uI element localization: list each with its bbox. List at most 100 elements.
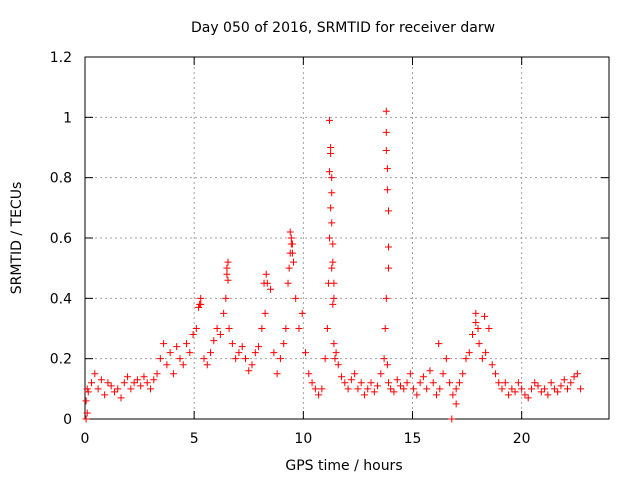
data-point (311, 385, 319, 393)
data-point (436, 385, 444, 393)
data-point (382, 147, 390, 155)
data-point (286, 228, 294, 236)
data-point (222, 294, 230, 302)
data-point (534, 382, 542, 390)
data-point (284, 279, 292, 287)
data-point (495, 379, 503, 387)
data-point (387, 385, 395, 393)
data-point (82, 397, 90, 405)
data-point (554, 388, 562, 396)
data-point (223, 270, 231, 278)
data-point (485, 325, 493, 332)
data-point (557, 382, 565, 390)
data-point (541, 385, 549, 393)
data-point (273, 370, 281, 378)
data-point (133, 376, 141, 384)
grid-lines (85, 57, 609, 419)
data-point (547, 379, 555, 387)
data-point (110, 388, 118, 396)
data-point (176, 355, 184, 363)
data-point (251, 349, 259, 357)
data-point (449, 391, 457, 399)
data-point (332, 349, 340, 357)
data-point (435, 340, 443, 348)
data-point (156, 355, 164, 363)
data-point (245, 367, 253, 375)
data-point (330, 279, 338, 287)
data-point (140, 373, 148, 381)
data-point (338, 373, 346, 381)
y-axis-label: SRMTID / TECUs (9, 182, 25, 295)
data-point (488, 361, 496, 369)
data-point (448, 415, 456, 423)
data-point (107, 382, 115, 390)
data-point (186, 349, 194, 357)
data-points (82, 107, 585, 423)
data-point (160, 340, 168, 348)
data-point (446, 379, 454, 387)
data-point (210, 337, 218, 345)
data-point (328, 264, 336, 272)
x-tick-label: 5 (190, 431, 199, 447)
data-point (384, 207, 392, 215)
data-point (241, 355, 249, 363)
data-point (220, 309, 228, 317)
data-point (228, 340, 236, 348)
data-point (328, 174, 336, 182)
data-point (544, 391, 552, 399)
data-point (288, 249, 296, 257)
data-point (295, 325, 303, 332)
data-point (318, 385, 326, 393)
data-point (550, 385, 558, 393)
data-point (137, 382, 145, 390)
data-point (384, 379, 392, 387)
data-point (423, 385, 431, 393)
data-point (130, 379, 138, 387)
data-point (364, 385, 372, 393)
data-point (472, 309, 480, 317)
x-tick-label: 20 (513, 431, 531, 447)
data-point (406, 370, 414, 378)
data-point (469, 331, 477, 339)
data-point (383, 186, 391, 194)
data-point (396, 382, 404, 390)
data-point (83, 409, 91, 417)
data-point (511, 388, 519, 396)
data-point (433, 391, 441, 399)
data-point (442, 355, 450, 363)
data-point (183, 340, 191, 348)
data-point (117, 394, 125, 402)
data-point (225, 325, 233, 332)
data-point (91, 370, 99, 378)
data-point (393, 376, 401, 384)
data-point (351, 370, 359, 378)
data-point (537, 388, 545, 396)
data-point (354, 385, 362, 393)
data-point (560, 376, 568, 384)
axis-ticks (84, 56, 609, 420)
data-point (200, 355, 208, 363)
data-point (196, 300, 204, 308)
data-point (326, 168, 334, 176)
data-point (455, 379, 463, 387)
data-point (83, 385, 91, 393)
data-point (410, 385, 418, 393)
y-tick-label: 0.2 (50, 352, 72, 368)
data-point (114, 385, 122, 393)
data-point (326, 116, 334, 124)
data-point (267, 285, 275, 293)
data-point (101, 391, 109, 399)
data-point (347, 376, 355, 384)
data-point (163, 361, 171, 369)
data-point (524, 394, 532, 402)
data-point (270, 349, 278, 357)
data-point (527, 385, 535, 393)
data-point (305, 370, 313, 378)
data-point (258, 325, 266, 332)
y-tick-labels: 0 0.2 0.4 0.6 0.8 1 1.2 (50, 50, 72, 428)
y-tick-label: 0.4 (50, 291, 72, 307)
data-point (124, 373, 132, 381)
data-point (521, 391, 529, 399)
data-point (224, 258, 232, 266)
data-point (380, 355, 388, 363)
